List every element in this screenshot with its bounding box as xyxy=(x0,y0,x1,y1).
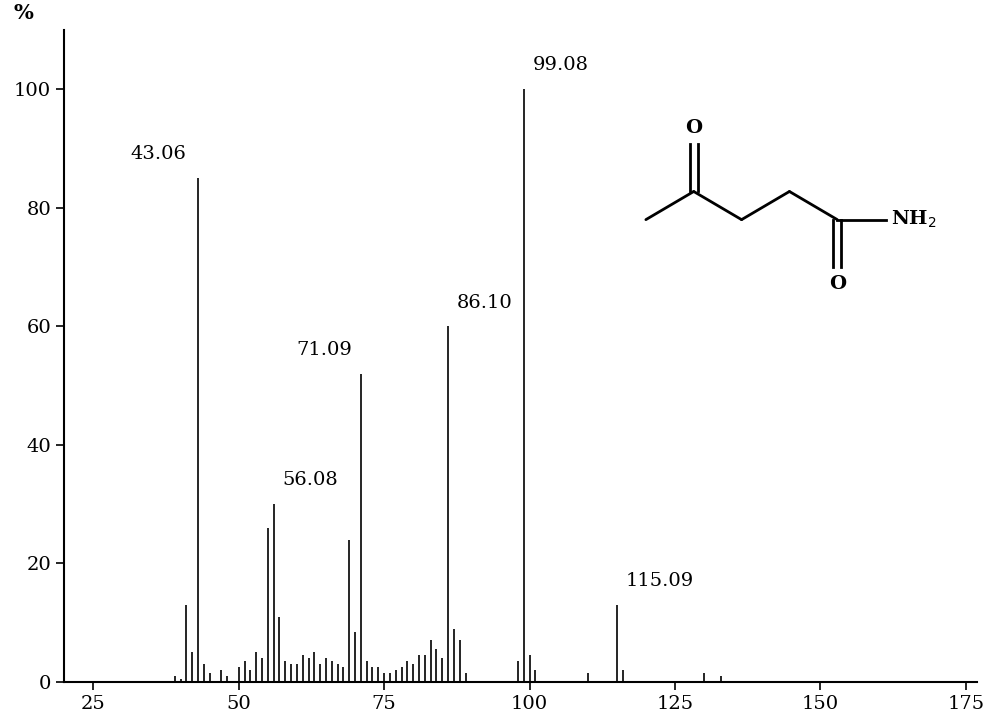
Text: O: O xyxy=(829,275,846,292)
Text: 56.08: 56.08 xyxy=(282,471,338,489)
Text: 99.08: 99.08 xyxy=(532,57,588,74)
Text: 43.06: 43.06 xyxy=(130,145,186,164)
Text: NH$_2$: NH$_2$ xyxy=(891,209,936,230)
Text: O: O xyxy=(685,119,702,137)
Text: 86.10: 86.10 xyxy=(457,294,513,311)
Y-axis label: %: % xyxy=(13,4,33,23)
Text: 115.09: 115.09 xyxy=(626,572,694,590)
Text: 71.09: 71.09 xyxy=(296,341,352,359)
